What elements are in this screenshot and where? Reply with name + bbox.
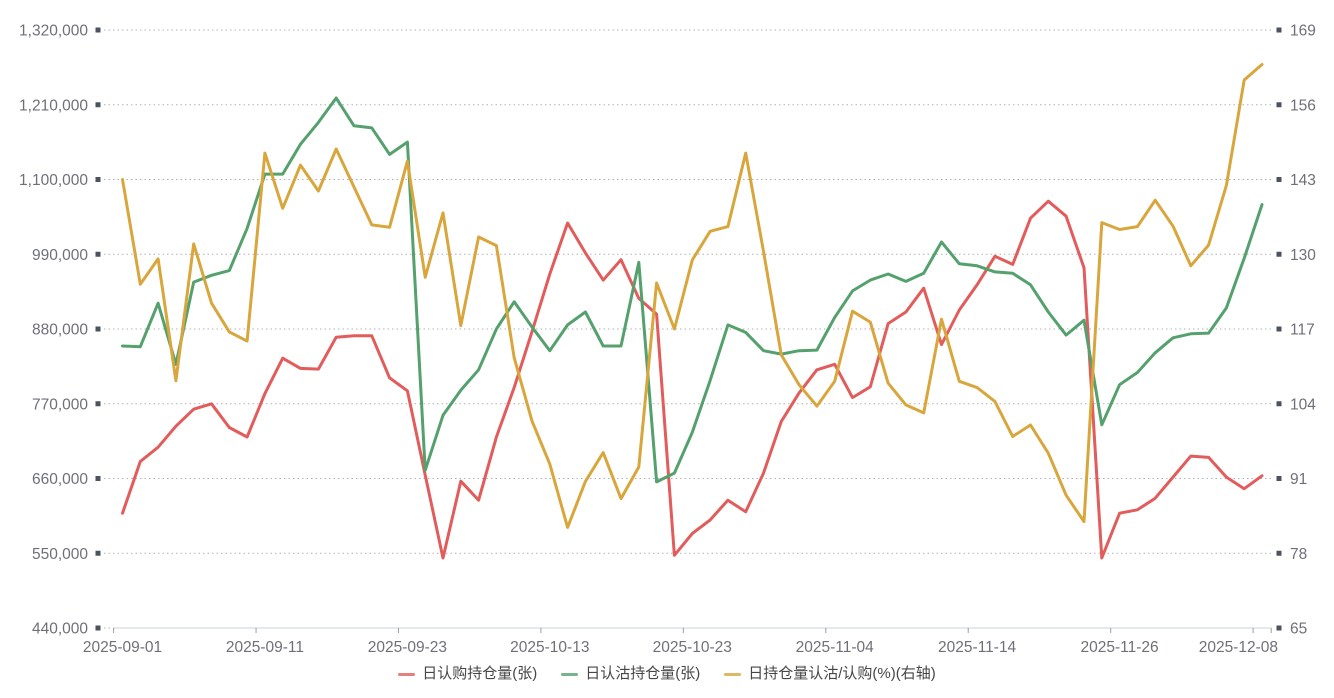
left-axis-tick-square (95, 326, 101, 332)
x-axis-label: 2025-09-11 (226, 639, 304, 656)
legend-dash-pc-ratio-icon (724, 672, 742, 676)
legend-item-pc-ratio[interactable]: 日持仓量认沽/认购(%)(右轴) (724, 664, 936, 684)
left-axis-tick-square (95, 401, 101, 407)
x-axis-label: 2025-12-08 (1199, 639, 1278, 656)
legend-label-call-oi: 日认购持仓量(张) (422, 665, 538, 682)
x-axis-label: 2025-10-23 (653, 639, 732, 656)
left-axis-tick-square (95, 251, 101, 257)
x-axis-label: 2025-09-01 (83, 639, 162, 656)
right-axis-label: 169 (1290, 23, 1316, 40)
left-axis-label: 1,100,000 (19, 172, 88, 189)
left-axis-tick-square (95, 550, 101, 556)
x-axis-label: 2025-11-14 (938, 639, 1017, 656)
left-axis-label: 1,320,000 (19, 23, 88, 40)
left-axis-tick-square (95, 625, 101, 631)
legend-label-pc-ratio: 日持仓量认沽/认购(%)(右轴) (748, 665, 936, 682)
legend-label-put-oi: 日认沽持仓量(张) (585, 665, 701, 682)
right-axis-label: 117 (1290, 322, 1315, 339)
right-axis-label: 91 (1290, 471, 1307, 488)
left-axis-label: 770,000 (32, 396, 88, 413)
right-axis-tick-square (1276, 550, 1282, 556)
left-axis-label: 880,000 (32, 322, 88, 339)
right-axis-tick-square (1276, 251, 1282, 257)
left-axis-label: 550,000 (32, 546, 88, 563)
left-axis-label: 990,000 (32, 247, 88, 264)
left-axis-tick-square (95, 177, 101, 182)
x-axis-label: 2025-11-04 (796, 639, 875, 656)
right-axis-tick-square (1276, 326, 1282, 332)
right-axis-label: 156 (1290, 97, 1316, 114)
legend-dash-put-oi-icon (561, 672, 579, 676)
right-axis-tick-square (1276, 625, 1282, 631)
series-line-2[interactable] (121, 63, 1264, 529)
left-axis-tick-square (95, 27, 101, 33)
right-axis-tick-square (1276, 401, 1282, 407)
right-axis-label: 78 (1290, 546, 1307, 563)
right-axis-tick-square (1276, 177, 1282, 182)
legend-dash-call-oi-icon (398, 672, 416, 676)
left-axis-tick-square (95, 102, 101, 108)
right-axis-tick-square (1276, 102, 1282, 108)
left-axis-tick-square (95, 476, 101, 481)
left-axis-label: 440,000 (32, 621, 88, 638)
right-axis-label: 65 (1290, 621, 1307, 638)
x-axis-label: 2025-11-26 (1080, 639, 1158, 656)
right-axis-label: 130 (1290, 247, 1316, 264)
right-axis-tick-square (1276, 27, 1282, 33)
series-line-0[interactable] (121, 199, 1264, 560)
left-axis-label: 1,210,000 (19, 97, 88, 114)
chart-legend: 日认购持仓量(张) 日认沽持仓量(张) 日持仓量认沽/认购(%)(右轴) (0, 664, 1334, 684)
right-axis-tick-square (1276, 476, 1282, 481)
series-line-1[interactable] (121, 96, 1264, 484)
x-axis-label: 2025-10-13 (510, 639, 589, 656)
legend-item-call-oi[interactable]: 日认购持仓量(张) (398, 664, 537, 684)
legend-item-put-oi[interactable]: 日认沽持仓量(张) (561, 664, 700, 684)
right-axis-label: 143 (1290, 172, 1316, 189)
x-axis-label: 2025-09-23 (368, 639, 447, 656)
left-axis-label: 660,000 (32, 471, 88, 488)
right-axis-label: 104 (1290, 396, 1316, 413)
